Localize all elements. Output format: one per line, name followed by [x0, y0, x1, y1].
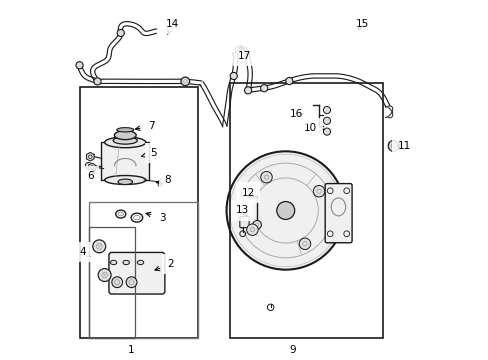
- Circle shape: [226, 151, 344, 270]
- Ellipse shape: [117, 128, 133, 132]
- Circle shape: [112, 277, 122, 288]
- Text: 17: 17: [237, 46, 251, 61]
- Ellipse shape: [137, 260, 143, 265]
- Circle shape: [117, 30, 124, 37]
- Ellipse shape: [104, 176, 145, 184]
- Ellipse shape: [118, 179, 132, 184]
- Circle shape: [94, 78, 101, 85]
- Circle shape: [299, 238, 310, 249]
- Text: 15: 15: [355, 19, 369, 30]
- Circle shape: [323, 117, 330, 125]
- FancyBboxPatch shape: [325, 184, 351, 243]
- Circle shape: [323, 128, 330, 135]
- Text: 10: 10: [304, 123, 324, 133]
- Text: 7: 7: [135, 121, 154, 131]
- Text: 2: 2: [155, 259, 174, 271]
- Text: 6: 6: [87, 171, 95, 181]
- Ellipse shape: [104, 137, 145, 148]
- Circle shape: [260, 171, 272, 183]
- Circle shape: [230, 72, 237, 80]
- Text: 1: 1: [128, 345, 135, 355]
- Text: 4: 4: [80, 247, 92, 257]
- Circle shape: [244, 87, 251, 94]
- Bar: [80, 87, 198, 338]
- Text: 5: 5: [141, 148, 156, 158]
- Ellipse shape: [113, 137, 137, 144]
- Text: 16: 16: [289, 109, 303, 119]
- Circle shape: [85, 162, 92, 169]
- Text: 9: 9: [289, 345, 296, 355]
- Text: 11: 11: [396, 141, 410, 151]
- Bar: [88, 226, 135, 338]
- Text: 14: 14: [166, 19, 179, 34]
- Circle shape: [93, 240, 105, 253]
- Circle shape: [246, 224, 258, 235]
- Circle shape: [252, 221, 261, 229]
- Ellipse shape: [387, 140, 398, 151]
- Circle shape: [313, 185, 324, 197]
- Circle shape: [158, 182, 162, 186]
- Text: 12: 12: [241, 188, 254, 198]
- Circle shape: [126, 277, 137, 288]
- Ellipse shape: [110, 260, 117, 265]
- Circle shape: [76, 62, 83, 69]
- Circle shape: [98, 269, 111, 282]
- Circle shape: [323, 107, 330, 114]
- Polygon shape: [88, 163, 96, 172]
- Polygon shape: [86, 152, 94, 161]
- Circle shape: [181, 77, 189, 86]
- Circle shape: [260, 85, 267, 92]
- Text: 8: 8: [156, 175, 170, 185]
- Circle shape: [276, 202, 294, 220]
- Ellipse shape: [122, 260, 129, 265]
- Ellipse shape: [114, 131, 136, 140]
- Circle shape: [285, 77, 292, 85]
- Text: 3: 3: [146, 212, 165, 222]
- FancyBboxPatch shape: [109, 252, 164, 294]
- FancyBboxPatch shape: [239, 217, 249, 228]
- Bar: [230, 83, 382, 338]
- Text: 13: 13: [236, 206, 249, 216]
- Bar: [88, 202, 198, 338]
- Bar: [101, 142, 149, 180]
